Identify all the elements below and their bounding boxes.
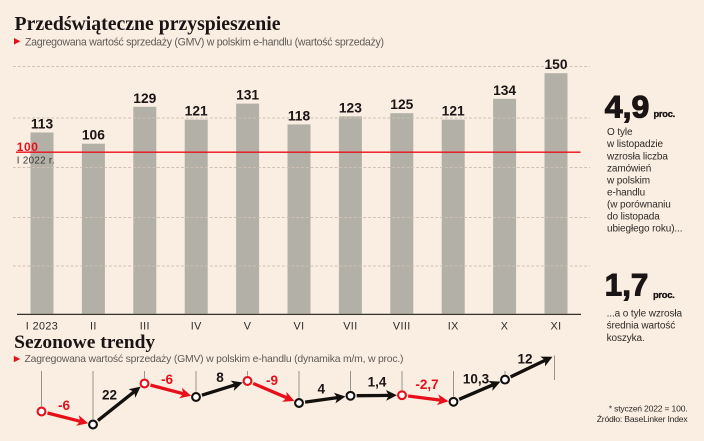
svg-text:Przedświąteczne przyspieszenie: Przedświąteczne przyspieszenie xyxy=(15,13,281,35)
svg-text:123: 123 xyxy=(339,100,362,115)
svg-text:12: 12 xyxy=(517,352,532,367)
svg-text:IX: IX xyxy=(448,321,459,333)
svg-text:125: 125 xyxy=(390,97,413,112)
svg-text:I 2023: I 2023 xyxy=(26,321,58,333)
svg-text:XI: XI xyxy=(550,321,561,333)
svg-text:4: 4 xyxy=(317,382,325,397)
svg-text:113: 113 xyxy=(31,117,54,132)
svg-text:-6: -6 xyxy=(161,372,173,387)
svg-text:150: 150 xyxy=(544,57,567,72)
svg-text:-6: -6 xyxy=(58,398,70,413)
svg-text:(w porównaniu: (w porównaniu xyxy=(607,200,671,211)
svg-text:10,3: 10,3 xyxy=(463,372,490,387)
svg-text:I 2022 r.: I 2022 r. xyxy=(17,155,55,166)
svg-text:4,9: 4,9 xyxy=(605,89,650,125)
svg-text:X: X xyxy=(501,321,509,333)
svg-text:1,4: 1,4 xyxy=(368,375,387,390)
svg-text:...a o tyle wzrosła: ...a o tyle wzrosła xyxy=(607,309,683,320)
svg-text:II: II xyxy=(90,321,97,333)
svg-text:koszyka.: koszyka. xyxy=(607,333,645,344)
svg-text:do listopada: do listopada xyxy=(607,212,660,223)
svg-text:III: III xyxy=(140,321,150,333)
svg-text:8: 8 xyxy=(216,370,224,385)
svg-text:e-handlu: e-handlu xyxy=(607,187,645,198)
svg-text:129: 129 xyxy=(133,91,156,106)
svg-text:wzrosła liczba: wzrosła liczba xyxy=(606,151,668,162)
svg-text:100: 100 xyxy=(17,140,39,154)
svg-text:Sezonowe trendy: Sezonowe trendy xyxy=(14,332,156,353)
svg-text:proc.: proc. xyxy=(654,109,675,119)
svg-text:Zagregowana wartość sprzedaży: Zagregowana wartość sprzedaży (GMV) w po… xyxy=(25,36,384,48)
svg-text:VII: VII xyxy=(343,321,357,333)
svg-text:* styczeń 2022 = 100.: * styczeń 2022 = 100. xyxy=(609,404,688,414)
svg-text:121: 121 xyxy=(442,104,465,119)
svg-text:VIII: VIII xyxy=(393,321,411,333)
svg-text:w listopadzie: w listopadzie xyxy=(606,139,663,150)
svg-text:-2,7: -2,7 xyxy=(415,377,438,392)
svg-text:proc.: proc. xyxy=(653,290,674,300)
svg-text:IV: IV xyxy=(191,321,202,333)
svg-text:22: 22 xyxy=(102,388,117,403)
svg-text:-9: -9 xyxy=(266,373,278,388)
svg-text:134: 134 xyxy=(493,83,516,98)
svg-text:121: 121 xyxy=(185,104,208,119)
svg-text:131: 131 xyxy=(236,88,259,103)
svg-text:ubiegłego roku)...: ubiegłego roku)... xyxy=(607,224,682,235)
svg-text:zamówień: zamówień xyxy=(607,163,651,174)
svg-text:VI: VI xyxy=(293,321,304,333)
svg-text:Zagregowana wartość sprzedaży: Zagregowana wartość sprzedaży (GMV) w po… xyxy=(25,354,404,365)
svg-text:O tyle: O tyle xyxy=(607,127,633,138)
svg-text:106: 106 xyxy=(82,128,105,143)
svg-text:1,7: 1,7 xyxy=(605,267,649,303)
svg-text:V: V xyxy=(244,321,252,333)
svg-text:w polskim: w polskim xyxy=(606,175,650,186)
svg-text:średnia wartość: średnia wartość xyxy=(607,321,676,332)
svg-text:118: 118 xyxy=(288,108,311,123)
svg-text:Źródło: BaseLinker Index: Źródło: BaseLinker Index xyxy=(597,414,689,424)
